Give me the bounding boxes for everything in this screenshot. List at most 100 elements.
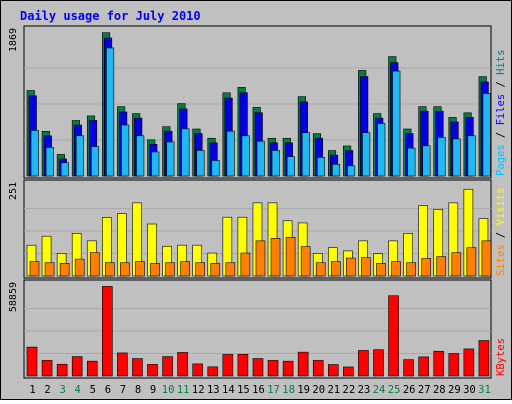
bar-sites-day-20 (315, 262, 326, 277)
bar-pages-day-21 (331, 163, 341, 177)
bar-pages-day-5 (90, 146, 100, 177)
bar-kbytes-day-10 (162, 356, 173, 377)
bar-pages-day-23 (362, 132, 371, 177)
bar-sites-day-14 (225, 262, 236, 277)
bar-kbytes-day-4 (71, 356, 83, 377)
bar-pages-day-22 (347, 165, 356, 177)
bar-kbytes-day-31 (478, 340, 490, 377)
series-legend-label: Sites / Visits (495, 187, 507, 276)
day-label-27: 27 (418, 384, 431, 396)
bar-pages-day-11 (181, 128, 190, 177)
bar-kbytes-day-23 (358, 350, 369, 377)
day-label-7: 7 (120, 384, 126, 396)
day-label-14: 14 (222, 384, 235, 396)
bar-pages-day-3 (60, 162, 69, 177)
bar-sites-day-31 (481, 240, 492, 277)
bar-pages-day-13 (211, 160, 220, 177)
bar-sites-day-19 (300, 246, 311, 277)
legend-part: / (495, 225, 507, 244)
bar-sites-day-6 (105, 262, 115, 277)
bar-sites-day-1 (29, 261, 40, 277)
day-label-29: 29 (448, 384, 461, 396)
bar-pages-day-25 (392, 70, 401, 177)
day-label-18: 18 (282, 384, 295, 396)
bar-pages-day-28 (437, 137, 446, 177)
day-label-1: 1 (29, 384, 35, 396)
day-label-17: 17 (267, 384, 280, 396)
bar-sites-day-17 (270, 238, 281, 277)
bar-kbytes-day-29 (448, 353, 460, 377)
bar-kbytes-day-13 (207, 366, 219, 377)
bar-pages-day-6 (106, 47, 115, 177)
series-legend-label: KBytes (495, 338, 507, 376)
day-label-24: 24 (373, 384, 386, 396)
legend-part: Sites (495, 244, 507, 276)
bar-sites-day-26 (406, 262, 416, 277)
day-label-16: 16 (252, 384, 265, 396)
day-label-26: 26 (403, 384, 416, 396)
day-label-8: 8 (135, 384, 141, 396)
bar-pages-day-29 (452, 138, 461, 177)
bar-pages-day-4 (75, 135, 84, 177)
bar-pages-day-15 (241, 135, 250, 177)
bar-pages-day-16 (256, 140, 265, 177)
bar-kbytes-day-28 (433, 350, 445, 377)
bar-pages-day-10 (166, 141, 175, 177)
day-label-25: 25 (388, 384, 401, 396)
legend-part: Visits (495, 187, 507, 225)
y-max-label: 1869 (8, 28, 19, 52)
bar-kbytes-day-17 (267, 360, 279, 377)
bar-pages-day-12 (196, 150, 205, 177)
bar-sites-day-25 (391, 261, 401, 277)
day-label-20: 20 (312, 384, 325, 396)
bar-kbytes-day-19 (297, 351, 309, 377)
day-label-28: 28 (433, 384, 446, 396)
bar-pages-day-2 (45, 147, 54, 177)
bar-kbytes-day-26 (403, 359, 414, 377)
bar-sites-day-13 (210, 263, 221, 277)
day-label-6: 6 (105, 384, 111, 396)
bar-pages-day-31 (482, 93, 491, 177)
bar-kbytes-day-22 (343, 366, 354, 377)
bar-sites-day-24 (376, 263, 386, 277)
bar-kbytes-day-3 (56, 363, 68, 377)
bar-kbytes-day-14 (222, 354, 234, 377)
panel-3: 58859 KBytes (8, 279, 507, 379)
day-label-10: 10 (162, 384, 175, 396)
bar-pages-day-14 (226, 130, 235, 177)
bar-pages-day-26 (407, 147, 416, 177)
day-label-23: 23 (358, 384, 371, 396)
panel-2: 251 Sites / Visits (8, 179, 507, 279)
legend-part: Hits (495, 50, 507, 75)
bar-kbytes-day-20 (312, 360, 324, 377)
bar-kbytes-day-8 (132, 358, 143, 377)
bar-kbytes-day-15 (237, 353, 249, 377)
bar-kbytes-day-27 (418, 356, 429, 377)
legend-part: Files (495, 94, 507, 126)
bar-sites-day-27 (421, 258, 431, 277)
bar-kbytes-day-21 (327, 364, 339, 377)
bar-pages-day-30 (467, 135, 476, 177)
bar-kbytes-day-12 (192, 363, 204, 377)
bar-kbytes-day-24 (373, 349, 384, 377)
bar-pages-day-19 (301, 132, 310, 177)
day-label-31: 31 (478, 384, 491, 396)
panel-1: 1869 Pages / Files / Hits (8, 25, 507, 179)
bar-sites-day-21 (330, 261, 341, 277)
legend-part: / (495, 125, 507, 144)
legend-part: KBytes (495, 338, 507, 376)
bar-sites-day-29 (451, 252, 462, 277)
bar-pages-day-20 (316, 157, 326, 177)
day-label-2: 2 (44, 384, 50, 396)
bar-kbytes-day-25 (388, 295, 399, 377)
day-label-22: 22 (343, 384, 356, 396)
bar-pages-day-7 (121, 124, 130, 177)
bar-kbytes-day-16 (252, 358, 264, 377)
day-label-9: 9 (150, 384, 156, 396)
bar-sites-day-30 (466, 247, 477, 277)
legend-part: / (495, 75, 507, 94)
y-max-label: 251 (8, 182, 19, 200)
day-label-5: 5 (90, 384, 96, 396)
